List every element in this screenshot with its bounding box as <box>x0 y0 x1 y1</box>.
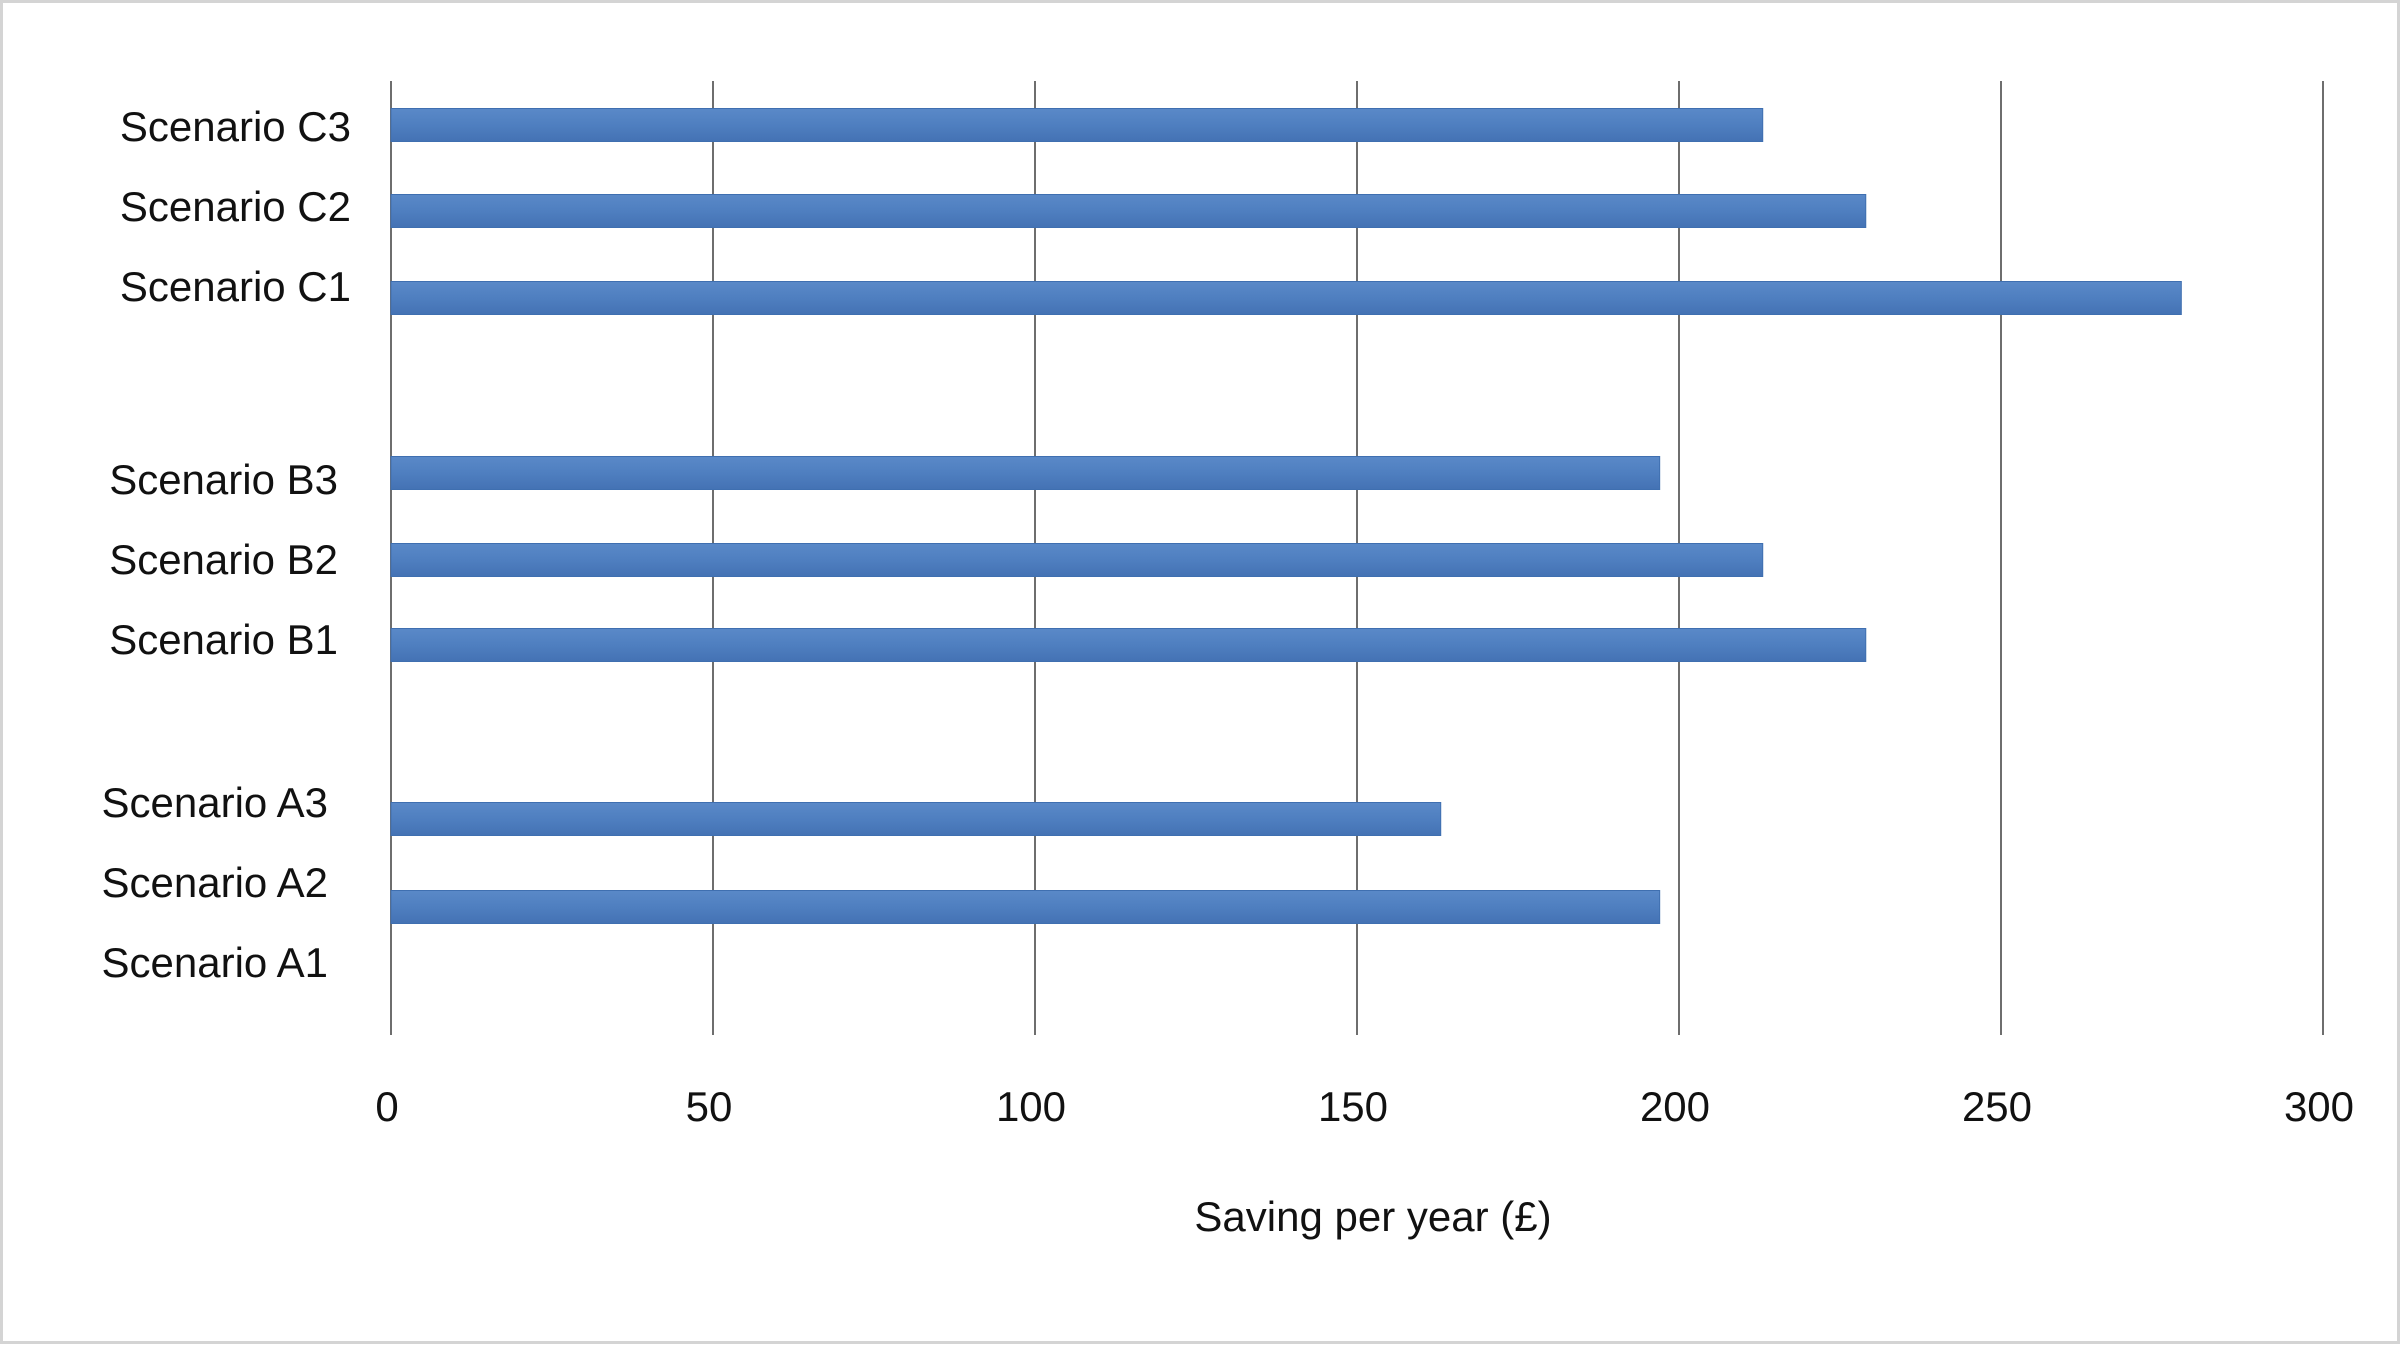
bar-scenario-b1 <box>390 628 1867 662</box>
x-tick-labels: 0 50 100 150 200 250 300 <box>375 1083 2354 1130</box>
category-label-scenario-b2: Scenario B2 <box>109 536 338 583</box>
bar-scenario-a3 <box>390 802 1442 836</box>
category-label-scenario-a2: Scenario A2 <box>102 859 329 906</box>
bars <box>390 108 2182 924</box>
x-tick-label-300: 300 <box>2284 1083 2354 1130</box>
category-labels: Scenario A1 Scenario A2 Scenario A3 Scenari… <box>102 103 352 986</box>
category-label-scenario-b3: Scenario B3 <box>109 456 338 503</box>
category-label-scenario-c3: Scenario C3 <box>120 103 351 150</box>
bar-scenario-c2 <box>390 194 1867 228</box>
bar-scenario-b3 <box>390 456 1661 490</box>
x-axis-title: Saving per year (£) <box>1194 1193 1551 1240</box>
x-tick-label-0: 0 <box>375 1083 398 1130</box>
bar-scenario-b2 <box>390 543 1764 577</box>
category-label-scenario-a1: Scenario A1 <box>102 939 329 986</box>
bar-scenario-c1 <box>390 281 2182 315</box>
category-label-scenario-c1: Scenario C1 <box>120 263 351 310</box>
category-label-scenario-c2: Scenario C2 <box>120 183 351 230</box>
category-label-scenario-a3: Scenario A3 <box>102 779 329 826</box>
x-tick-label-150: 150 <box>1318 1083 1388 1130</box>
bar-scenario-a2 <box>390 890 1661 924</box>
x-tick-label-200: 200 <box>1640 1083 1710 1130</box>
bar-scenario-c3 <box>390 108 1764 142</box>
x-tick-label-250: 250 <box>1962 1083 2032 1130</box>
x-tick-label-50: 50 <box>686 1083 733 1130</box>
category-label-scenario-b1: Scenario B1 <box>109 616 338 663</box>
x-tick-label-100: 100 <box>996 1083 1066 1130</box>
bar-chart: Scenario A1 Scenario A2 Scenario A3 Scenari… <box>102 81 2354 1240</box>
